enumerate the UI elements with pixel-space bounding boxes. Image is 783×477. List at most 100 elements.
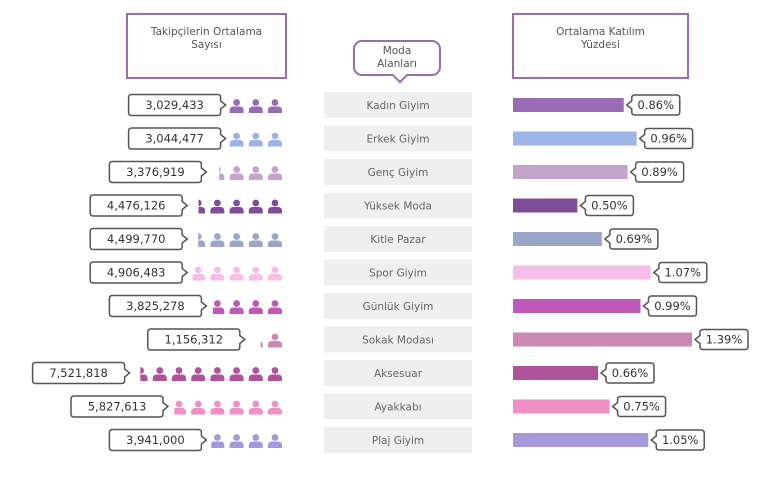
person-icon	[219, 166, 225, 180]
category-band	[324, 293, 472, 319]
category-band	[324, 125, 472, 152]
person-icon	[248, 266, 263, 281]
engagement-bar	[513, 198, 578, 213]
person-icon	[268, 400, 282, 415]
person-icon	[191, 400, 206, 415]
person-icon	[229, 300, 244, 314]
person-icon	[210, 199, 225, 214]
follower-callout	[108, 294, 208, 318]
person-icon	[210, 367, 225, 381]
category-label: Genç Giyim	[368, 167, 429, 179]
person-icon	[210, 266, 225, 281]
follower-value: 1,156,312	[165, 333, 224, 347]
person-icon	[229, 132, 244, 147]
person-icon-group	[192, 266, 282, 281]
person-icon	[229, 199, 244, 214]
followers-header-text: Takipçilerin Ortalama Sayısı	[150, 26, 263, 51]
person-icon	[248, 99, 263, 113]
person-icon	[229, 266, 244, 281]
person-icon	[229, 400, 244, 415]
engagement-value: 0.75%	[623, 400, 660, 414]
category-label: Ayakkabı	[374, 402, 421, 414]
engagement-bar	[513, 165, 628, 179]
person-icon-group	[198, 233, 282, 247]
person-icon	[198, 199, 206, 214]
engagement-header-text: Ortalama Katılım Yüzdesi	[556, 26, 645, 51]
person-icon	[172, 367, 186, 381]
person-icon	[229, 434, 244, 448]
person-icon	[229, 233, 244, 247]
category-band	[324, 393, 472, 420]
category-band	[324, 159, 472, 185]
person-icon	[268, 333, 282, 348]
person-icon-group	[219, 166, 282, 180]
engagement-callout	[650, 429, 705, 451]
follower-value: 7,521,818	[49, 366, 108, 380]
person-icon	[268, 99, 282, 113]
category-label: Yüksek Moda	[363, 201, 432, 213]
category-label: Spor Giyim	[369, 268, 427, 280]
categories-header-text: Moda Alanları	[377, 45, 417, 70]
person-icon	[191, 367, 206, 381]
engagement-bar	[513, 131, 637, 146]
person-icon-group	[212, 300, 282, 314]
person-icon	[211, 434, 225, 448]
engagement-callout	[638, 127, 694, 150]
person-icon	[229, 99, 244, 113]
person-icon	[248, 434, 263, 448]
person-icon-group	[140, 367, 282, 381]
category-band	[324, 427, 472, 453]
category-band	[324, 360, 472, 386]
categories-header: Moda Alanları	[353, 40, 441, 84]
category-label: Plaj Giyim	[372, 435, 424, 447]
category-band	[324, 326, 472, 353]
engagement-callout	[625, 94, 681, 116]
person-icon-group	[260, 333, 282, 348]
person-icon	[229, 367, 244, 381]
follower-value: 5,827,613	[88, 400, 147, 414]
engagement-bar	[513, 366, 598, 380]
category-label: Kadın Giyim	[366, 100, 429, 112]
engagement-callout	[611, 395, 667, 418]
person-icon	[268, 367, 282, 381]
engagement-value: 0.66%	[612, 366, 649, 380]
category-band	[324, 226, 472, 252]
follower-value: 4,476,126	[107, 199, 166, 213]
person-icon	[248, 233, 263, 247]
engagement-callout	[693, 328, 749, 351]
follower-value: 4,499,770	[107, 232, 166, 246]
person-icon	[174, 400, 186, 415]
category-band	[324, 259, 472, 286]
follower-value: 3,376,919	[126, 165, 185, 179]
engagement-bar	[513, 433, 649, 447]
category-label: Sokak Modası	[362, 335, 434, 347]
engagement-callout	[579, 194, 635, 217]
person-icon	[268, 199, 282, 214]
engagement-callout	[652, 261, 708, 284]
follower-callout	[89, 227, 189, 251]
engagement-bar	[513, 98, 624, 112]
engagement-callout	[642, 295, 698, 317]
followers-header: Takipçilerin Ortalama Sayısı	[126, 13, 287, 79]
person-icon	[212, 300, 225, 314]
follower-callout	[31, 361, 131, 385]
person-icon	[260, 341, 263, 348]
engagement-callout	[599, 362, 655, 384]
engagement-bar	[513, 332, 692, 347]
person-icon	[248, 300, 263, 314]
person-icon-group	[229, 99, 282, 113]
person-icon	[268, 300, 282, 314]
person-icon	[210, 400, 225, 415]
person-icon-group	[211, 434, 282, 448]
engagement-value: 1.39%	[706, 333, 743, 347]
engagement-value: 0.69%	[616, 232, 653, 246]
person-icon	[248, 400, 263, 415]
engagement-value: 0.99%	[654, 299, 691, 313]
person-icon	[268, 266, 282, 281]
follower-value: 4,906,483	[107, 266, 166, 280]
person-icon	[248, 166, 263, 180]
follower-callout	[108, 160, 208, 184]
follower-value: 3,941,000	[126, 433, 185, 447]
engagement-value: 0.96%	[650, 132, 687, 146]
engagement-bar	[513, 399, 610, 414]
